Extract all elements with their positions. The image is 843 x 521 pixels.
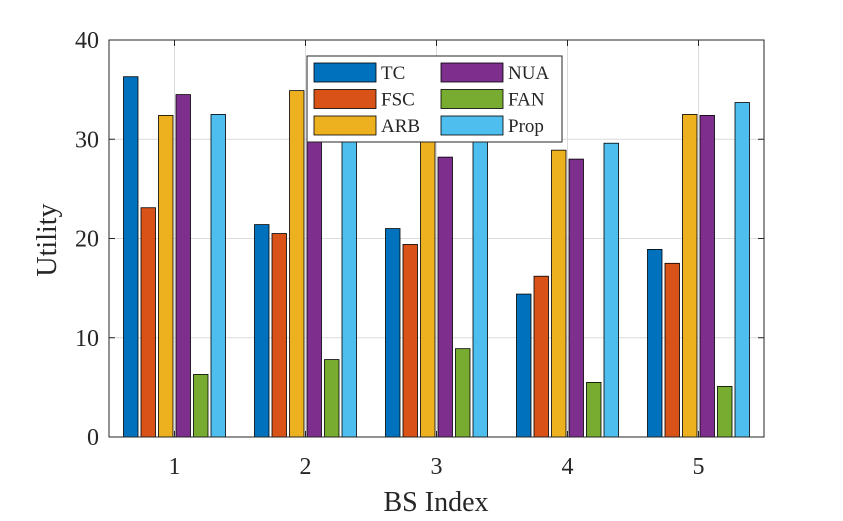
y-tick-label: 30 <box>75 127 99 153</box>
legend-swatch-tc <box>313 62 377 83</box>
y-tick-label: 40 <box>75 28 99 54</box>
bar-fsc-bs4 <box>533 275 549 438</box>
legend-swatch-fsc <box>313 89 377 109</box>
bar-arb-bs1 <box>158 115 174 438</box>
bar-arb-bs4 <box>551 149 567 438</box>
bar-tc-bs5 <box>647 249 663 438</box>
bar-nua-bs2 <box>306 104 322 438</box>
legend-swatch-arb <box>313 115 377 136</box>
y-axis-label: Utility <box>32 203 63 276</box>
bar-tc-bs1 <box>123 76 139 438</box>
x-axis-label: BS Index <box>384 487 489 518</box>
bar-fsc-bs5 <box>664 262 680 438</box>
legend-label-fan: FAN <box>508 90 545 111</box>
bar-nua-bs1 <box>175 94 191 438</box>
bar-arb-bs3 <box>420 133 436 438</box>
legend: TC FSC ARB NUA FAN Prop <box>306 55 563 143</box>
bar-fsc-bs3 <box>402 244 418 438</box>
bar-layer <box>123 76 750 438</box>
bar-fan-bs3 <box>455 348 471 438</box>
bar-prop-bs2 <box>341 128 357 438</box>
bar-prop-bs4 <box>603 142 619 438</box>
bar-fan-bs4 <box>586 382 602 438</box>
legend-label-tc: TC <box>381 63 405 84</box>
legend-swatch-prop <box>440 115 504 136</box>
bar-tc-bs2 <box>254 224 270 438</box>
y-tick-label: 10 <box>75 326 99 352</box>
legend-label-prop: Prop <box>508 116 544 137</box>
bar-nua-bs5 <box>699 115 715 438</box>
x-tick-label: 1 <box>169 454 181 480</box>
legend-swatch-nua <box>440 62 504 83</box>
bar-fan-bs5 <box>717 385 733 438</box>
y-tick-label: 20 <box>75 227 99 253</box>
bar-fan-bs1 <box>193 374 209 438</box>
bar-nua-bs3 <box>437 156 453 438</box>
bar-prop-bs5 <box>734 102 750 438</box>
bar-prop-bs3 <box>472 133 488 438</box>
x-tick-label: 4 <box>562 454 574 480</box>
bar-prop-bs1 <box>210 114 226 438</box>
bar-tc-bs3 <box>385 228 401 438</box>
x-tick-label: 2 <box>300 454 312 480</box>
legend-label-arb: ARB <box>381 116 420 137</box>
legend-label-fsc: FSC <box>381 90 415 111</box>
x-tick-label: 3 <box>431 454 443 480</box>
legend-label-nua: NUA <box>508 63 549 84</box>
bar-fan-bs2 <box>324 359 340 438</box>
axis-layer: 0 10 20 30 40 1 2 3 4 5 <box>75 28 765 480</box>
bar-nua-bs4 <box>568 158 584 438</box>
legend-swatch-fan <box>440 89 504 109</box>
bar-arb-bs2 <box>289 90 305 438</box>
bar-fsc-bs1 <box>140 207 156 438</box>
bar-arb-bs5 <box>682 114 698 438</box>
bar-tc-bs4 <box>516 293 532 438</box>
bar-fsc-bs2 <box>271 233 287 438</box>
y-tick-label: 0 <box>87 425 99 451</box>
x-tick-label: 5 <box>693 454 705 480</box>
